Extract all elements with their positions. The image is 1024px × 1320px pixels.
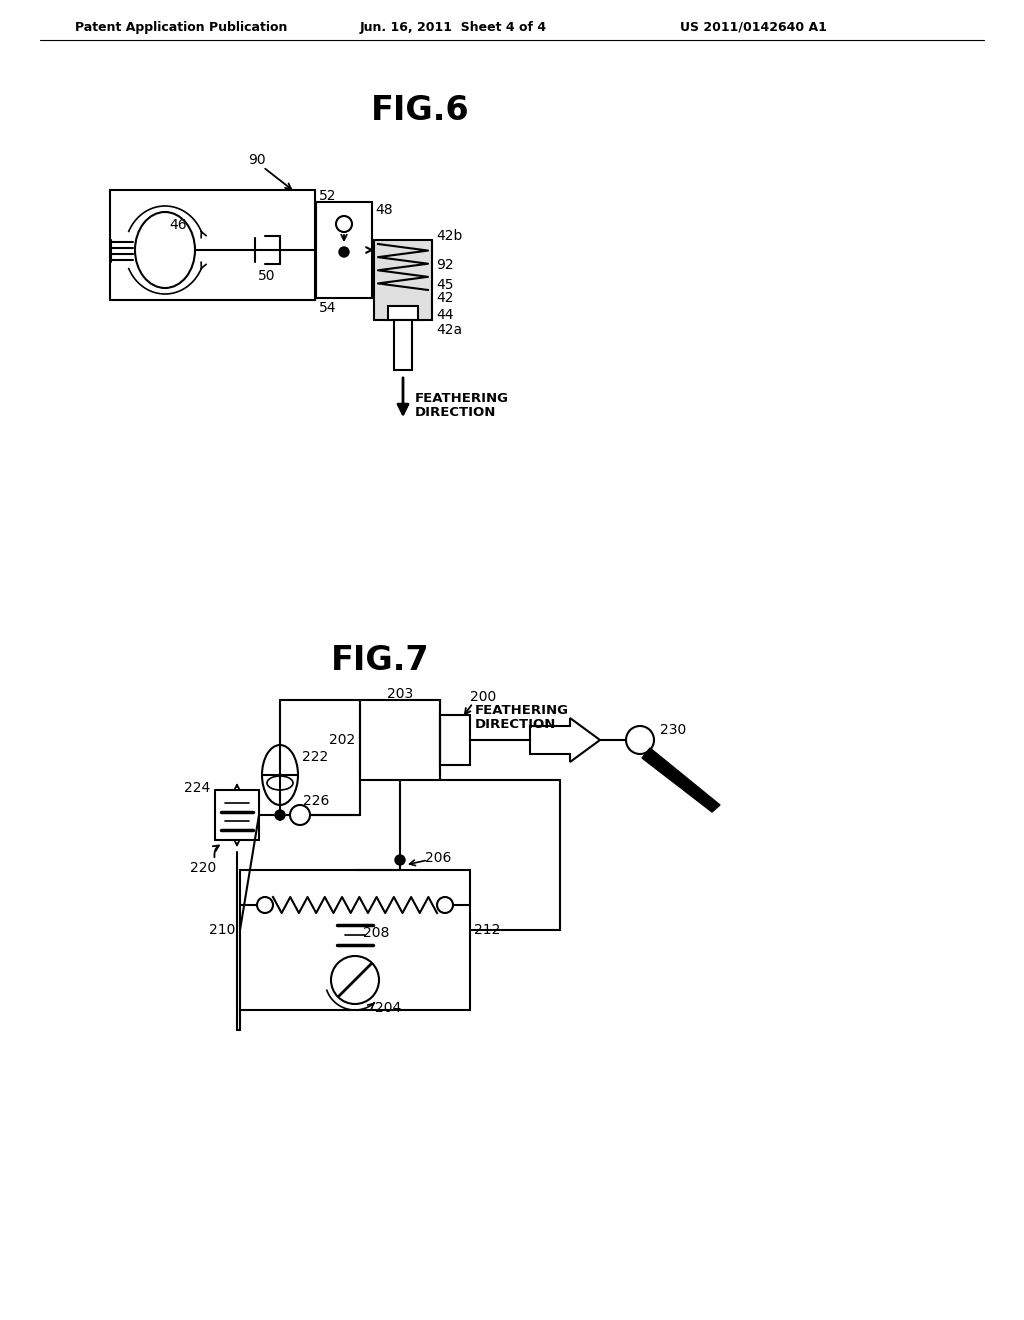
Text: 212: 212 xyxy=(474,923,501,937)
Text: FEATHERING: FEATHERING xyxy=(475,704,569,717)
Text: 210: 210 xyxy=(209,923,234,937)
Bar xyxy=(374,240,432,319)
Text: 206: 206 xyxy=(425,851,452,865)
Text: 50: 50 xyxy=(258,269,275,282)
Text: Patent Application Publication: Patent Application Publication xyxy=(75,21,288,33)
Text: 48: 48 xyxy=(375,203,392,216)
Text: 42: 42 xyxy=(436,290,454,305)
Text: 46: 46 xyxy=(169,218,186,232)
Text: DIRECTION: DIRECTION xyxy=(415,405,497,418)
Circle shape xyxy=(275,810,285,820)
Text: 230: 230 xyxy=(660,723,686,737)
Text: FEATHERING: FEATHERING xyxy=(415,392,509,404)
Text: 42b: 42b xyxy=(436,228,463,243)
Circle shape xyxy=(395,855,406,865)
Polygon shape xyxy=(642,748,720,812)
Text: 204: 204 xyxy=(375,1001,401,1015)
Text: FIG.6: FIG.6 xyxy=(371,94,469,127)
Bar xyxy=(388,306,418,319)
Bar xyxy=(394,319,412,370)
Polygon shape xyxy=(530,718,600,762)
Text: 54: 54 xyxy=(319,301,337,315)
Text: 45: 45 xyxy=(436,279,454,292)
Bar xyxy=(316,202,372,298)
Text: US 2011/0142640 A1: US 2011/0142640 A1 xyxy=(680,21,826,33)
Text: 226: 226 xyxy=(303,795,330,808)
Text: FIG.7: FIG.7 xyxy=(331,644,429,676)
Bar xyxy=(360,700,440,780)
Text: 222: 222 xyxy=(302,750,329,764)
Text: 52: 52 xyxy=(319,189,337,203)
Text: DIRECTION: DIRECTION xyxy=(475,718,556,730)
Text: 202: 202 xyxy=(329,733,355,747)
Circle shape xyxy=(339,247,349,257)
Text: 224: 224 xyxy=(183,781,210,795)
Bar xyxy=(240,870,470,1010)
Text: 203: 203 xyxy=(387,686,413,701)
Text: 92: 92 xyxy=(436,257,454,272)
Text: 90: 90 xyxy=(248,153,265,168)
Text: 44: 44 xyxy=(436,308,454,322)
Text: 200: 200 xyxy=(470,690,497,704)
Bar xyxy=(110,190,315,300)
Bar xyxy=(440,715,470,766)
Text: Jun. 16, 2011  Sheet 4 of 4: Jun. 16, 2011 Sheet 4 of 4 xyxy=(360,21,547,33)
Text: 220: 220 xyxy=(190,861,216,875)
Text: 208: 208 xyxy=(362,927,389,940)
Text: 42a: 42a xyxy=(436,323,462,337)
Bar xyxy=(215,789,259,840)
